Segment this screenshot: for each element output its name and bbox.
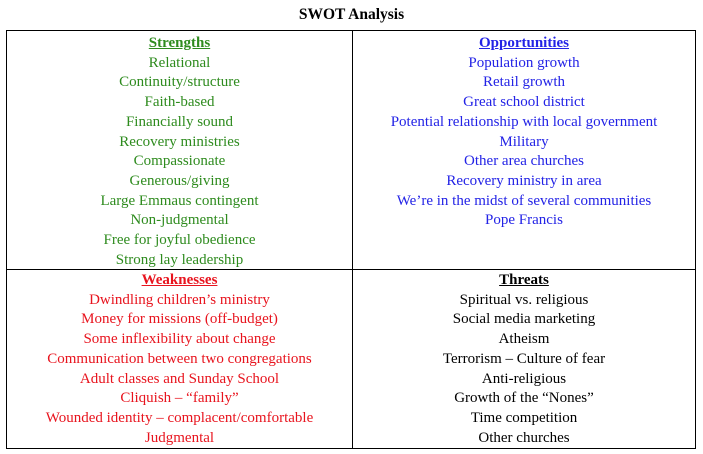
- threats-item: Terrorism – Culture of fear: [442, 350, 606, 367]
- strengths-item: Strong lay leadership: [115, 251, 244, 268]
- weaknesses-item: Cliquish – “family”: [120, 390, 239, 407]
- opportunities-heading: Opportunities: [478, 35, 569, 51]
- threats-item: Other churches: [478, 429, 570, 446]
- weaknesses-heading: Weaknesses: [141, 272, 218, 288]
- strengths-item: Generous/giving: [129, 172, 230, 189]
- weaknesses-item: Dwindling children’s ministry: [89, 291, 270, 308]
- horizontal-divider: [7, 269, 695, 270]
- opportunities-item: Population growth: [468, 54, 580, 71]
- strengths-heading: Strengths: [148, 35, 211, 51]
- threats-cell: Threats Spiritual vs. religious Social me…: [353, 271, 695, 448]
- opportunities-item: Great school district: [463, 94, 585, 111]
- page-title: SWOT Analysis: [298, 6, 405, 23]
- threats-item: Time competition: [470, 409, 578, 426]
- weaknesses-item: Communication between two congregations: [47, 350, 312, 367]
- strengths-item: Free for joyful obedience: [103, 232, 256, 249]
- opportunities-item: Other area churches: [464, 153, 584, 170]
- threats-item: Social media marketing: [452, 311, 596, 328]
- strengths-item: Non-judgmental: [130, 212, 229, 229]
- weaknesses-item: Some inflexibility about change: [83, 331, 276, 348]
- strengths-item: Relational: [148, 54, 211, 71]
- opportunities-item: We’re in the midst of several communitie…: [396, 192, 652, 209]
- swot-table: Strengths Relational Continuity/structure…: [6, 30, 696, 449]
- weaknesses-item: Judgmental: [144, 429, 215, 446]
- strengths-item: Continuity/structure: [119, 74, 240, 91]
- opportunities-item: Recovery ministry in area: [446, 172, 602, 189]
- vertical-divider: [352, 31, 353, 448]
- threats-item: Atheism: [498, 331, 550, 348]
- weaknesses-item: Adult classes and Sunday School: [79, 370, 280, 387]
- strengths-item: Compassionate: [133, 153, 226, 170]
- threats-item: Growth of the “Nones”: [454, 390, 594, 407]
- threats-item: Anti-religious: [481, 370, 567, 387]
- threats-item: Spiritual vs. religious: [459, 291, 589, 308]
- strengths-item: Faith-based: [144, 94, 215, 111]
- opportunities-item: Retail growth: [482, 74, 566, 91]
- strengths-item: Recovery ministries: [119, 133, 240, 150]
- weaknesses-item: Money for missions (off-budget): [81, 311, 278, 328]
- opportunities-item: Potential relationship with local govern…: [390, 113, 658, 130]
- opportunities-cell: Opportunities Population growth Retail gr…: [353, 34, 695, 231]
- opportunities-item: Military: [499, 133, 549, 150]
- strengths-item: Large Emmaus contingent: [100, 192, 259, 209]
- strengths-cell: Strengths Relational Continuity/structure…: [7, 34, 352, 270]
- strengths-item: Financially sound: [125, 113, 234, 130]
- opportunities-item: Pope Francis: [485, 212, 563, 229]
- threats-heading: Threats: [499, 272, 549, 288]
- weaknesses-item: Wounded identity – complacent/comfortabl…: [45, 409, 314, 426]
- weaknesses-cell: Weaknesses Dwindling children’s ministry…: [7, 271, 352, 448]
